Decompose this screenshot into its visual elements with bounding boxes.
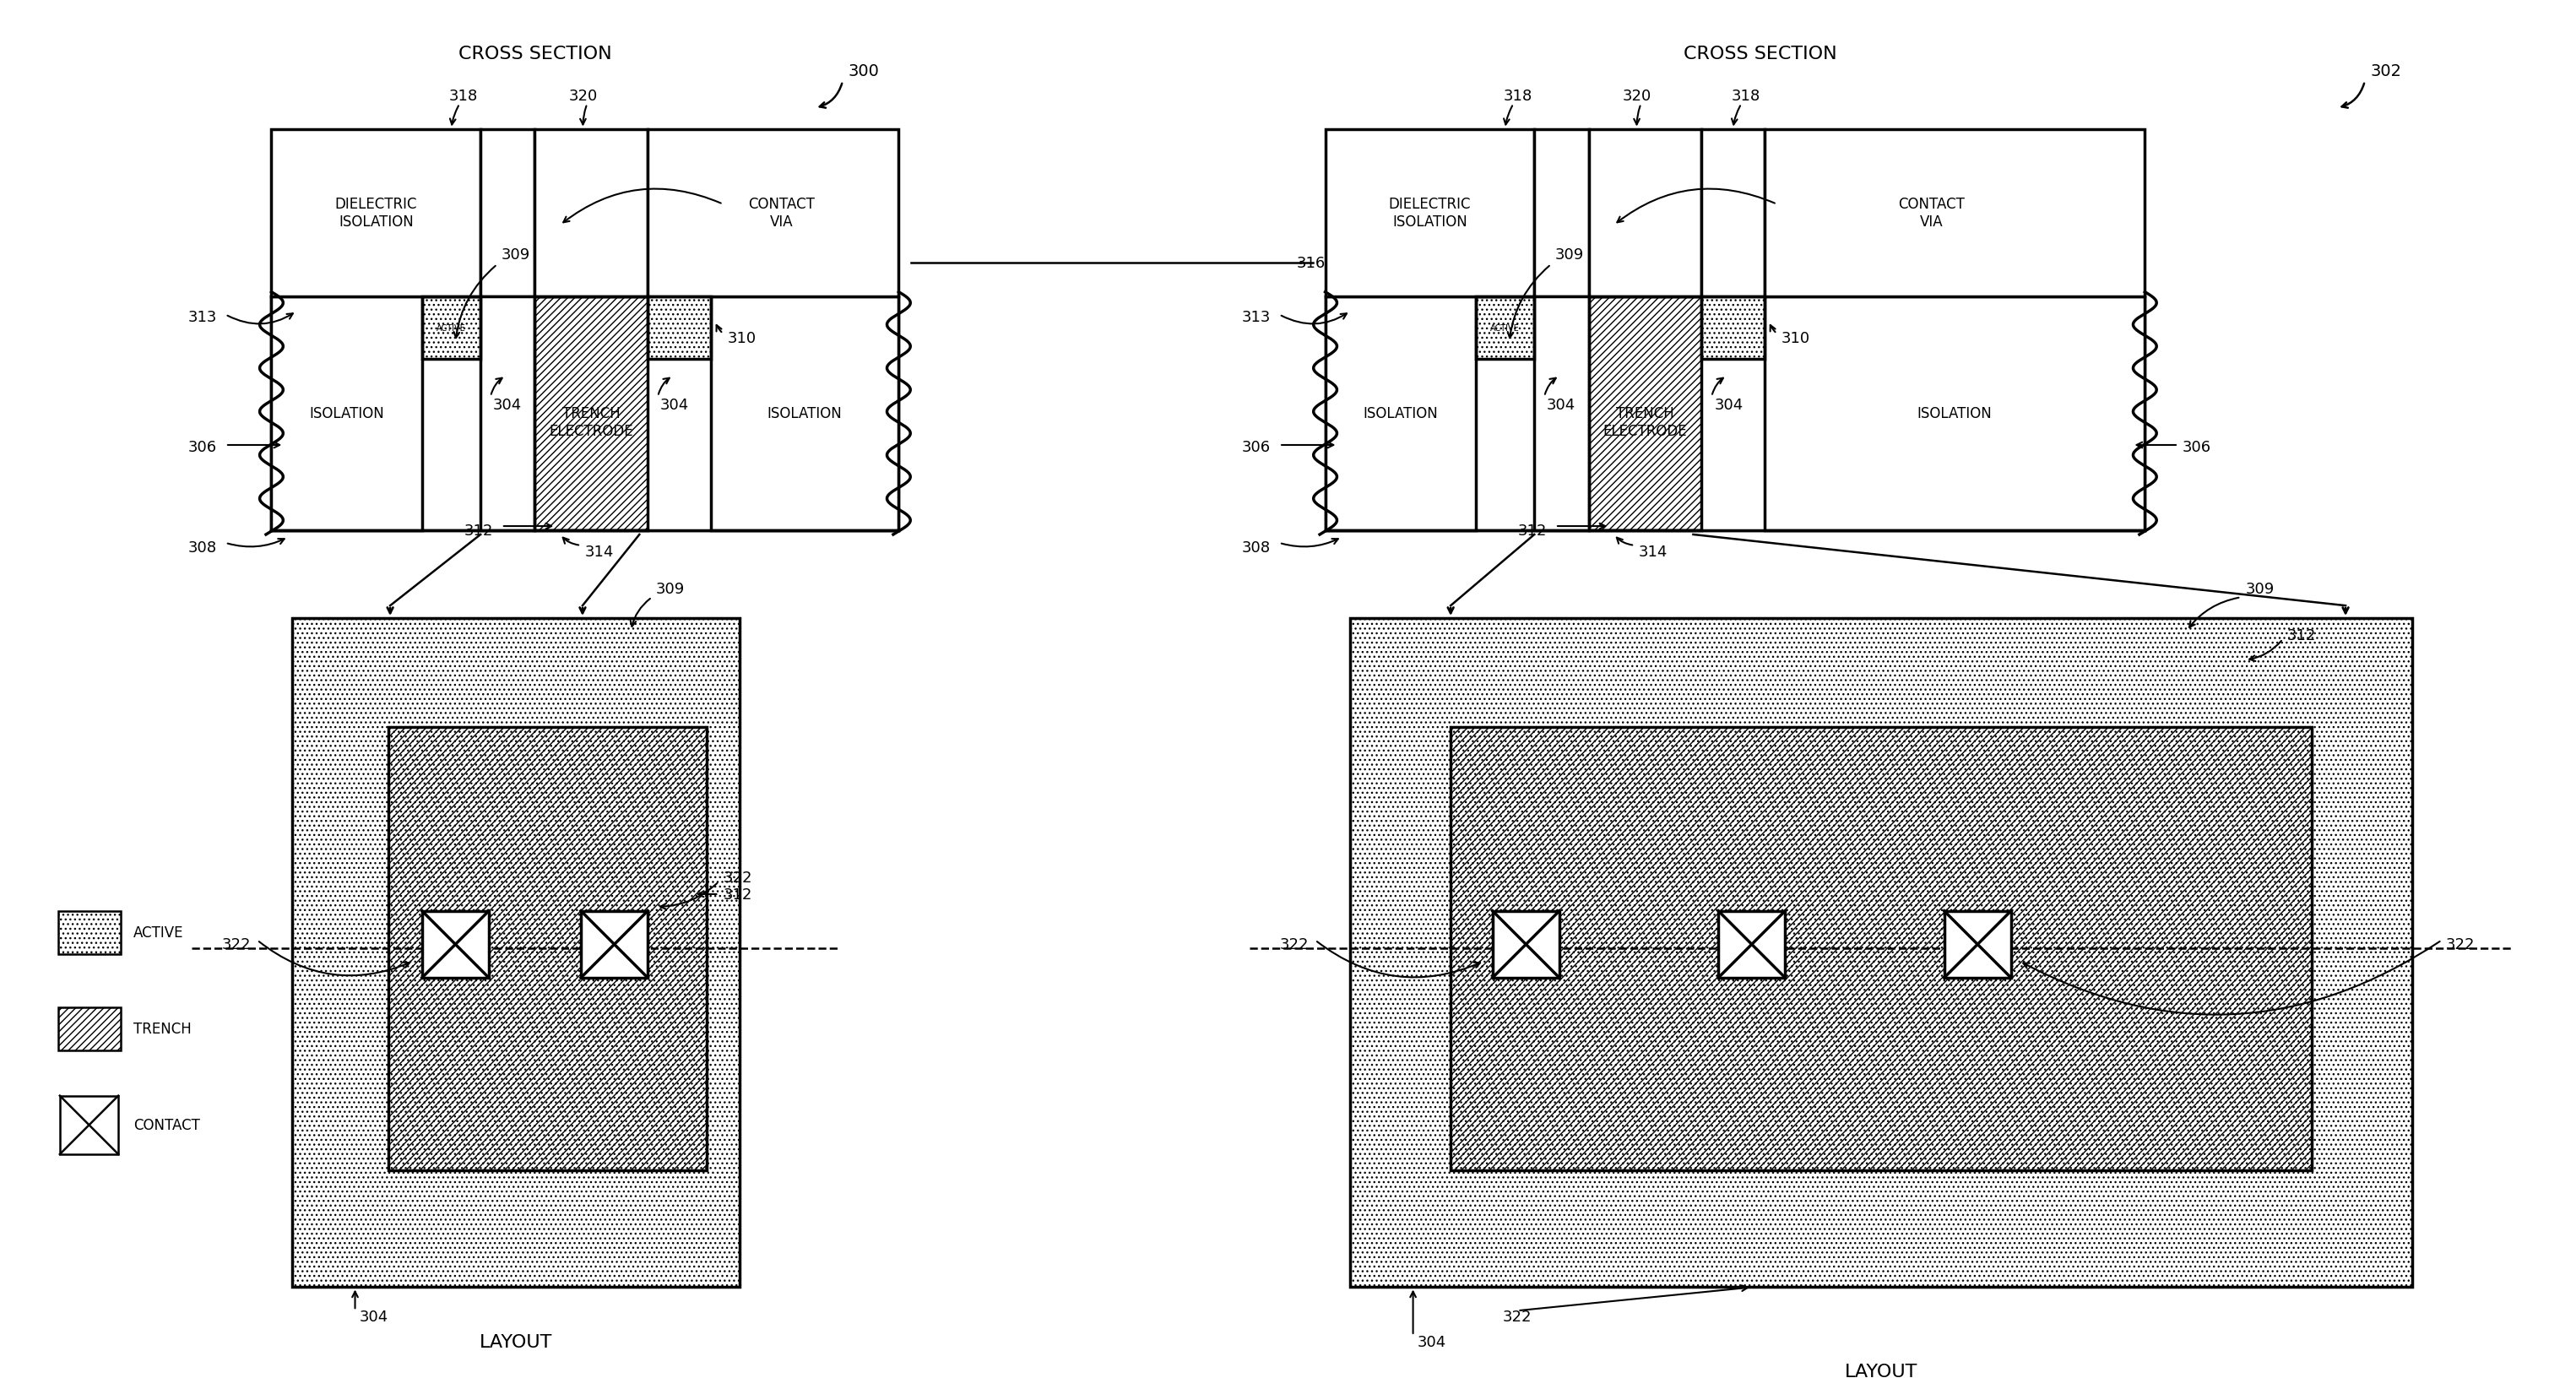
Text: ISOLATION: ISOLATION: [309, 407, 384, 422]
Text: 309: 309: [2246, 582, 2275, 597]
Bar: [1476, 296, 1535, 360]
Text: 316: 316: [1296, 256, 1324, 271]
Text: ACTIVE: ACTIVE: [134, 925, 183, 940]
Bar: [270, 296, 422, 531]
Text: 300: 300: [848, 63, 878, 79]
Bar: [59, 911, 121, 955]
Bar: [647, 130, 899, 296]
Bar: [1324, 130, 1535, 296]
Bar: [1535, 130, 1589, 296]
Bar: [270, 130, 482, 296]
Text: ISOLATION: ISOLATION: [768, 407, 842, 422]
Text: 312: 312: [2287, 628, 2316, 644]
Bar: [1535, 296, 1589, 531]
Bar: [580, 911, 647, 978]
Bar: [1589, 130, 1703, 296]
Text: 306: 306: [2182, 440, 2210, 455]
Bar: [536, 130, 647, 296]
Text: 312: 312: [464, 524, 492, 539]
Bar: [647, 296, 711, 531]
Bar: [59, 1007, 121, 1050]
Text: ISOLATION: ISOLATION: [1917, 407, 1991, 422]
Text: TRENCH
ELECTRODE: TRENCH ELECTRODE: [549, 405, 634, 438]
Bar: [536, 296, 647, 531]
Text: LAYOUT: LAYOUT: [479, 1333, 551, 1350]
Text: ACTIVE: ACTIVE: [1492, 324, 1520, 332]
Bar: [482, 296, 536, 531]
Text: CROSS SECTION: CROSS SECTION: [459, 45, 611, 63]
Text: 304: 304: [358, 1309, 389, 1324]
Bar: [1765, 296, 2146, 531]
Text: 308: 308: [188, 540, 216, 555]
Text: 322: 322: [2447, 937, 2476, 952]
Text: 322: 322: [1280, 937, 1309, 952]
Text: 322: 322: [724, 870, 752, 885]
Text: 302: 302: [2370, 63, 2401, 79]
Bar: [389, 728, 706, 1170]
Text: 304: 304: [1417, 1334, 1445, 1349]
Text: 314: 314: [585, 544, 613, 559]
Bar: [1765, 130, 2146, 296]
Bar: [1945, 911, 2012, 978]
Bar: [1703, 296, 1765, 360]
Bar: [1718, 911, 1785, 978]
Text: TRENCH: TRENCH: [134, 1021, 191, 1036]
Text: 309: 309: [1556, 248, 1584, 263]
Text: ISOLATION: ISOLATION: [1363, 407, 1437, 422]
Text: 304: 304: [1713, 398, 1744, 413]
Text: 318: 318: [448, 88, 479, 103]
Bar: [711, 296, 899, 531]
Text: 308: 308: [1242, 540, 1270, 555]
Text: DIELECTRIC
ISOLATION: DIELECTRIC ISOLATION: [1388, 197, 1471, 230]
Text: 304: 304: [492, 398, 523, 413]
Text: 313: 313: [1242, 310, 1270, 325]
Text: 310: 310: [726, 331, 755, 346]
Text: CROSS SECTION: CROSS SECTION: [1685, 45, 1837, 63]
Bar: [1703, 130, 1765, 296]
Text: 306: 306: [1242, 440, 1270, 455]
Text: 312: 312: [1517, 524, 1546, 539]
Text: 318: 318: [1504, 88, 1533, 103]
Text: LAYOUT: LAYOUT: [1844, 1363, 1919, 1378]
Text: 306: 306: [188, 440, 216, 455]
Bar: [482, 130, 536, 296]
Text: 313: 313: [188, 310, 216, 325]
Text: 309: 309: [502, 248, 531, 263]
Bar: [422, 911, 489, 978]
Text: 314: 314: [1638, 544, 1667, 559]
Bar: [1492, 911, 1558, 978]
Text: CONTACT
VIA: CONTACT VIA: [747, 197, 814, 230]
Text: 312: 312: [724, 887, 752, 903]
Text: 320: 320: [569, 88, 598, 103]
Bar: [270, 296, 899, 531]
Text: TRENCH
ELECTRODE: TRENCH ELECTRODE: [1602, 405, 1687, 438]
Bar: [1324, 296, 2146, 531]
Text: 322: 322: [1502, 1309, 1533, 1324]
Text: ACTIVE: ACTIVE: [435, 324, 466, 332]
Bar: [1324, 296, 1476, 531]
Bar: [1450, 728, 2313, 1170]
Bar: [59, 1096, 118, 1155]
Bar: [291, 619, 739, 1287]
Text: CONTACT: CONTACT: [134, 1118, 201, 1133]
Bar: [1589, 296, 1703, 531]
Bar: [647, 296, 711, 360]
Bar: [1350, 619, 2414, 1287]
Text: 320: 320: [1623, 88, 1651, 103]
Text: 304: 304: [1546, 398, 1577, 413]
Bar: [1703, 296, 1765, 531]
Text: CONTACT
VIA: CONTACT VIA: [1899, 197, 1965, 230]
Bar: [422, 296, 482, 360]
Text: 310: 310: [1780, 331, 1811, 346]
Text: 304: 304: [659, 398, 690, 413]
Text: 322: 322: [222, 937, 250, 952]
Text: 309: 309: [657, 582, 685, 597]
Text: 318: 318: [1731, 88, 1759, 103]
Text: DIELECTRIC
ISOLATION: DIELECTRIC ISOLATION: [335, 197, 417, 230]
